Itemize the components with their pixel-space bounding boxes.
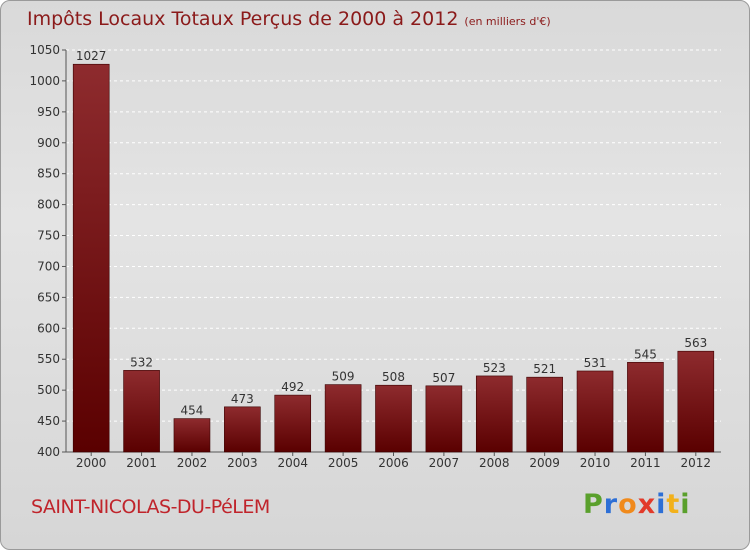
value-label-2010: 531 bbox=[584, 356, 607, 370]
y-tick-label: 1050 bbox=[29, 43, 60, 57]
y-tick-label: 400 bbox=[37, 445, 60, 459]
bar-2010 bbox=[576, 370, 614, 453]
x-tick-label: 2010 bbox=[580, 456, 611, 470]
logo-letter: r bbox=[603, 489, 619, 520]
value-label-2000: 1027 bbox=[76, 49, 107, 63]
bar-2008 bbox=[475, 375, 513, 453]
logo-letter: P bbox=[583, 489, 604, 520]
x-tick-label: 2004 bbox=[277, 456, 308, 470]
x-tick-label: 2008 bbox=[479, 456, 510, 470]
x-tick-label: 2006 bbox=[378, 456, 409, 470]
city-name: SAINT-NICOLAS-DU-PéLEM bbox=[31, 496, 270, 518]
value-label-2004: 492 bbox=[281, 380, 304, 394]
bar-2002 bbox=[173, 418, 211, 453]
y-tick-label: 900 bbox=[37, 136, 60, 150]
x-tick-label: 2001 bbox=[126, 456, 157, 470]
x-tick-label: 2012 bbox=[681, 456, 712, 470]
title-text: Impôts Locaux Totaux Perçus de 2000 à 20… bbox=[27, 8, 459, 30]
x-tick-label: 2000 bbox=[76, 456, 107, 470]
y-tick-label: 1000 bbox=[29, 74, 60, 88]
bar-2009 bbox=[526, 376, 563, 453]
x-tick-label: 2009 bbox=[529, 456, 560, 470]
value-label-2007: 507 bbox=[432, 371, 455, 385]
y-tick-label: 550 bbox=[37, 352, 60, 366]
value-label-2012: 563 bbox=[684, 336, 707, 350]
y-tick-label: 450 bbox=[37, 414, 60, 428]
bar-2006 bbox=[375, 384, 412, 453]
x-tick-label: 2011 bbox=[630, 456, 661, 470]
y-tick-label: 750 bbox=[37, 229, 60, 243]
bar-2005 bbox=[324, 384, 362, 453]
chart-title: Impôts Locaux Totaux Perçus de 2000 à 20… bbox=[27, 8, 551, 30]
y-tick-label: 600 bbox=[37, 321, 60, 335]
bar-2003 bbox=[224, 406, 261, 453]
x-tick-label: 2002 bbox=[177, 456, 208, 470]
value-label-2003: 473 bbox=[231, 392, 254, 406]
logo-letter: i bbox=[656, 489, 667, 520]
bar-chart: 400 450 500 550 600 650 700 750 800 850 900 950 1000… bbox=[29, 43, 721, 470]
title-unit: (en milliers d'€) bbox=[464, 15, 551, 28]
y-tick-label: 850 bbox=[37, 167, 60, 181]
value-label-2005: 509 bbox=[332, 370, 355, 384]
bar-2000 bbox=[72, 63, 110, 453]
logo-letter: t bbox=[666, 489, 681, 520]
bar-2012 bbox=[677, 350, 715, 453]
x-tick-label: 2007 bbox=[429, 456, 460, 470]
logo-letter: o bbox=[618, 489, 638, 520]
bar-2004 bbox=[274, 394, 312, 453]
value-label-2006: 508 bbox=[382, 370, 405, 384]
value-label-2011: 545 bbox=[634, 347, 657, 361]
y-tick-label: 700 bbox=[37, 259, 60, 273]
value-label-2009: 521 bbox=[533, 362, 556, 376]
value-label-2008: 523 bbox=[483, 361, 506, 375]
y-tick-label: 800 bbox=[37, 198, 60, 212]
y-tick-label: 500 bbox=[37, 383, 60, 397]
bar-2007 bbox=[425, 385, 463, 453]
value-label-2002: 454 bbox=[181, 404, 204, 418]
proxiti-logo: Proxiti bbox=[583, 489, 691, 520]
y-tick-label: 950 bbox=[37, 105, 60, 119]
bar-2001 bbox=[123, 370, 160, 453]
x-tick-label: 2003 bbox=[227, 456, 258, 470]
logo-letter: x bbox=[637, 489, 657, 520]
logo-letter: i bbox=[680, 489, 691, 520]
y-tick-label: 650 bbox=[37, 290, 60, 304]
value-label-2001: 532 bbox=[130, 355, 153, 369]
bar-2011 bbox=[627, 362, 664, 453]
x-tick-label: 2005 bbox=[328, 456, 359, 470]
